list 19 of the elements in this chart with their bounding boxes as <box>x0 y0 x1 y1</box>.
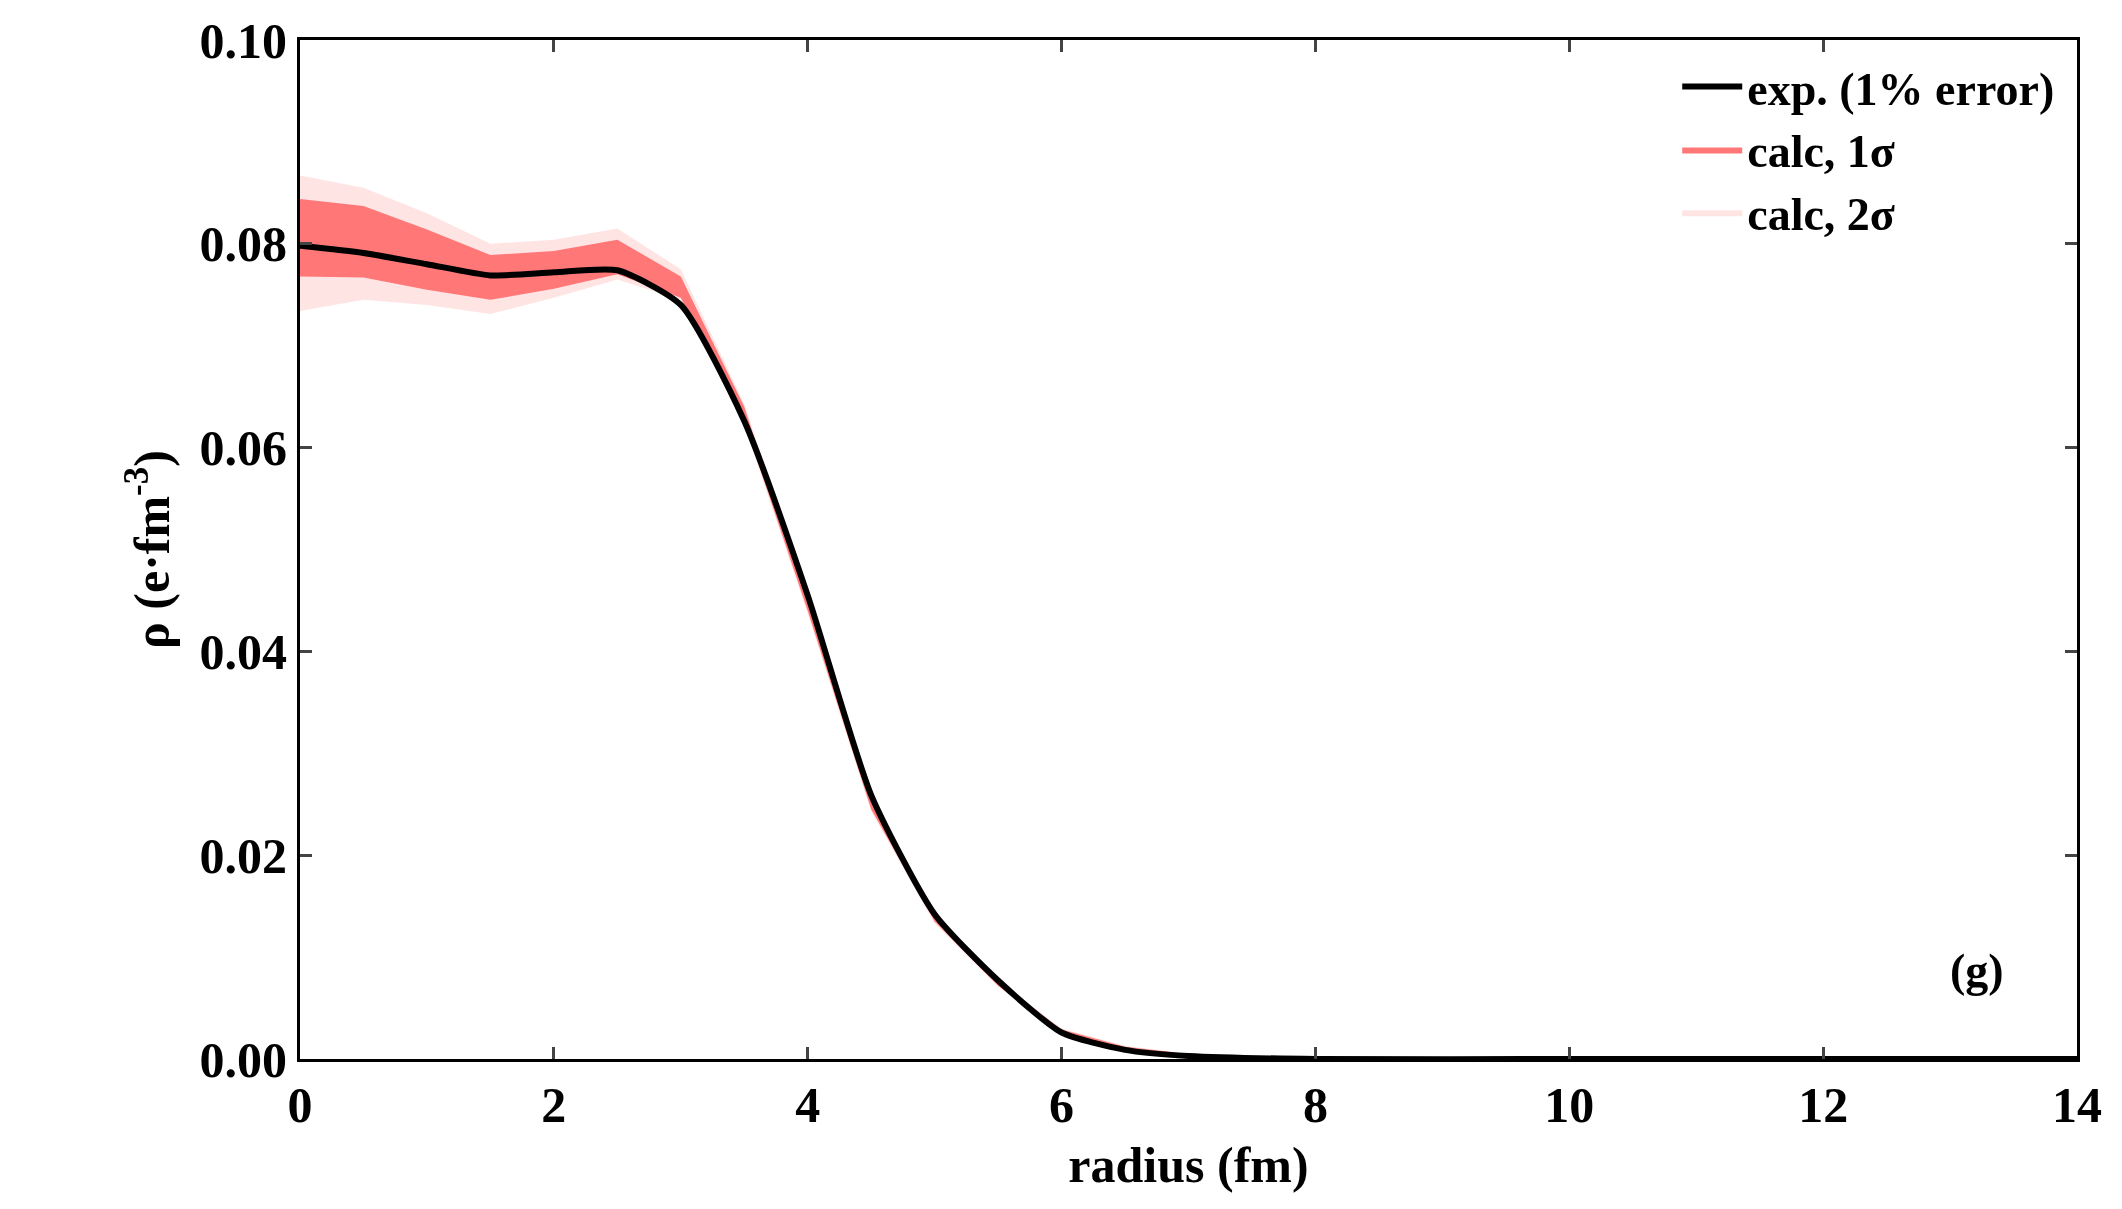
x-tick-label: 8 <box>1302 1077 1328 1133</box>
legend-label: exp. (1% error) <box>1747 63 2055 115</box>
y-tick-label: 0.00 <box>199 1031 287 1088</box>
y-tick-label: 0.02 <box>199 827 287 884</box>
x-tick-label: 12 <box>1798 1077 1849 1133</box>
annotation: (g) <box>1950 945 2004 996</box>
y-tick-label: 0.04 <box>199 623 287 680</box>
x-tick-label: 14 <box>2052 1077 2102 1133</box>
y-tick-label: 0.06 <box>199 420 287 477</box>
x-axis-title: radius (fm) <box>1068 1136 1309 1193</box>
x-tick-label: 2 <box>541 1077 567 1133</box>
legend-label: calc, 1σ <box>1747 126 1895 178</box>
x-tick-label: 6 <box>1049 1077 1075 1133</box>
x-tick-label: 10 <box>1544 1077 1595 1133</box>
x-tick-label: 0 <box>287 1077 313 1133</box>
y-tick-label: 0.10 <box>199 12 287 69</box>
y-tick-label: 0.08 <box>199 216 287 273</box>
legend-label: calc, 2σ <box>1747 189 1895 241</box>
x-tick-label: 4 <box>795 1077 821 1133</box>
